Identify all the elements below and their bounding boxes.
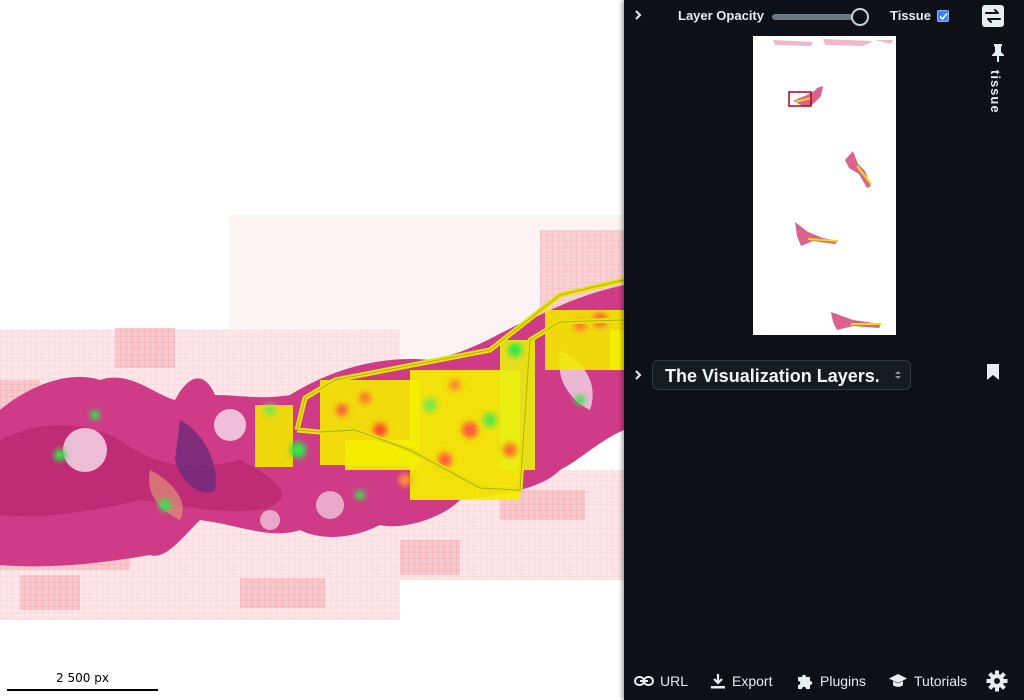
- url-button[interactable]: URL: [634, 668, 688, 694]
- bookmark-icon[interactable]: [985, 361, 1001, 383]
- settings-button[interactable]: [986, 668, 1008, 694]
- plugins-button[interactable]: Plugins: [796, 668, 866, 694]
- checkmark-icon: [939, 12, 948, 21]
- graduation-cap-icon: [889, 674, 907, 687]
- slider-track: [772, 14, 864, 20]
- layers-select-value: The Visualization Layers.: [665, 366, 880, 386]
- annotation-polygon[interactable]: [294, 277, 624, 493]
- tissue-checkbox[interactable]: [937, 10, 949, 22]
- visualization-layers-select[interactable]: The Visualization Layers.: [652, 360, 911, 390]
- layer-opacity-slider[interactable]: [772, 8, 872, 26]
- side-panel: Layer Opacity Tissue: [624, 0, 1024, 700]
- layer-opacity-label: Layer Opacity: [678, 8, 764, 23]
- vertical-tab-tissue[interactable]: tissue: [988, 70, 1003, 114]
- link-icon: [634, 676, 654, 686]
- export-label: Export: [732, 673, 773, 689]
- navigator-minimap[interactable]: [753, 36, 896, 335]
- tutorials-button[interactable]: Tutorials: [888, 668, 967, 694]
- swap-horizontal-icon[interactable]: [981, 4, 1005, 28]
- plugins-label: Plugins: [820, 673, 866, 689]
- chevron-right-icon[interactable]: [631, 368, 645, 382]
- chevron-right-icon[interactable]: [631, 8, 645, 22]
- gear-icon: [986, 670, 1008, 692]
- tutorials-label: Tutorials: [914, 673, 968, 689]
- navigator-viewport-box[interactable]: [788, 91, 812, 107]
- download-icon: [711, 674, 725, 689]
- panel-footer: URL Export Plugins Tutorials: [624, 668, 1024, 694]
- slide-viewer[interactable]: 2 500 px: [0, 0, 624, 700]
- puzzle-icon: [798, 674, 813, 689]
- scale-bar: 2 500 px: [7, 671, 158, 691]
- select-arrows-icon: [895, 371, 901, 379]
- tissue-toggle-label: Tissue: [890, 8, 931, 23]
- slide-image[interactable]: [0, 0, 624, 700]
- slider-thumb[interactable]: [851, 8, 869, 26]
- export-button[interactable]: Export: [710, 668, 772, 694]
- url-label: URL: [660, 673, 689, 689]
- pin-icon[interactable]: [988, 42, 1008, 64]
